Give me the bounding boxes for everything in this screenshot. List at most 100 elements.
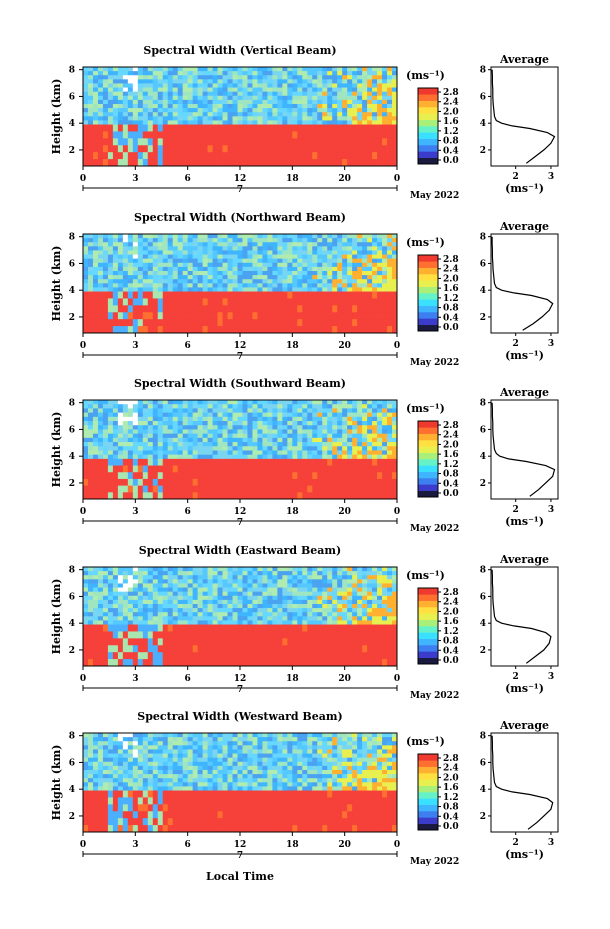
profile-title: Average bbox=[499, 386, 549, 399]
colorbar-tick-label: 0.0 bbox=[443, 323, 459, 333]
colorbar-swatch bbox=[418, 607, 438, 614]
profile-x-tick-label: 3 bbox=[548, 339, 554, 349]
profile-y-tick-label: 6 bbox=[480, 92, 486, 102]
x-tick-label: 18 bbox=[286, 840, 299, 850]
colorbar-tick-label: 2.0 bbox=[443, 274, 459, 284]
y-tick-label: 4 bbox=[69, 119, 75, 129]
colorbar-swatch bbox=[418, 94, 438, 101]
y-tick-label: 8 bbox=[69, 233, 75, 243]
colorbar-swatch bbox=[418, 471, 438, 479]
profile-y-tick-label: 2 bbox=[480, 313, 486, 323]
profile-title: Average bbox=[499, 53, 549, 66]
day-marker-label: 7 bbox=[237, 685, 243, 695]
x-tick-label: 0 bbox=[80, 674, 86, 684]
x-tick-label: 0 bbox=[80, 507, 86, 517]
colorbar-swatch bbox=[418, 811, 438, 818]
x-tick-label: 0 bbox=[394, 674, 400, 684]
colorbar-tick-label: 1.2 bbox=[443, 793, 459, 803]
y-axis-label: Height (km) bbox=[50, 745, 63, 821]
colorbar-swatch bbox=[418, 651, 438, 658]
colorbar-swatch bbox=[418, 657, 438, 665]
profile-y-tick-label: 6 bbox=[480, 425, 486, 435]
colorbar-swatch bbox=[418, 318, 438, 325]
colorbar-swatch bbox=[418, 588, 438, 595]
profile-title: Average bbox=[499, 220, 549, 233]
x-tick-label: 18 bbox=[286, 174, 299, 184]
colorbar-swatch bbox=[418, 484, 438, 491]
colorbar-swatch bbox=[418, 119, 438, 127]
x-tick-label: 12 bbox=[234, 840, 247, 850]
colorbar-unit: (ms⁻¹) bbox=[406, 69, 445, 82]
profile-x-tick-label: 2 bbox=[513, 505, 519, 515]
colorbar-swatch bbox=[418, 261, 438, 268]
x-tick-label: 6 bbox=[185, 840, 191, 850]
colorbar-swatch bbox=[418, 817, 438, 824]
x-tick-label: 20 bbox=[338, 341, 351, 351]
colorbar-tick-label: 0.0 bbox=[443, 156, 459, 166]
x-tick-label: 0 bbox=[394, 840, 400, 850]
x-tick-label: 0 bbox=[394, 174, 400, 184]
date-label: May 2022 bbox=[410, 191, 459, 201]
x-tick-label: 6 bbox=[185, 341, 191, 351]
profile-y-tick-label: 8 bbox=[480, 566, 486, 576]
profile-x-tick-label: 3 bbox=[548, 838, 554, 848]
profile-x-label: (ms⁻¹) bbox=[505, 182, 544, 195]
colorbar-swatch bbox=[418, 632, 438, 639]
y-tick-label: 6 bbox=[69, 425, 75, 435]
profile-y-tick-label: 4 bbox=[480, 452, 486, 462]
colorbar-tick-label: 1.6 bbox=[443, 117, 459, 127]
colorbar-tick-label: 2.8 bbox=[443, 88, 459, 98]
colorbar-frame bbox=[417, 587, 439, 665]
y-tick-label: 2 bbox=[69, 479, 75, 489]
colorbar-swatch bbox=[418, 465, 438, 472]
colorbar bbox=[418, 754, 438, 831]
colorbar-tick-label: 2.8 bbox=[443, 255, 459, 265]
colorbar-swatch bbox=[418, 100, 438, 108]
y-axis-label: Height (km) bbox=[50, 412, 63, 488]
colorbar-tick-label: 1.6 bbox=[443, 284, 459, 294]
colorbar-unit: (ms⁻¹) bbox=[406, 569, 445, 582]
colorbar-frame bbox=[417, 254, 439, 332]
colorbar-swatch bbox=[418, 613, 438, 620]
colorbar-tick-label: 1.2 bbox=[443, 627, 459, 637]
colorbar-tick-label: 0.0 bbox=[443, 489, 459, 499]
profile-x-tick-label: 3 bbox=[548, 505, 554, 515]
x-tick-label: 3 bbox=[132, 174, 138, 184]
colorbar-swatch bbox=[418, 619, 438, 627]
colorbar-swatch bbox=[418, 792, 438, 799]
colorbar-swatch bbox=[418, 145, 438, 152]
colorbar-swatch bbox=[418, 433, 438, 441]
y-tick-label: 2 bbox=[69, 146, 75, 156]
colorbar-swatch bbox=[418, 107, 438, 114]
colorbar-swatch bbox=[418, 427, 438, 434]
colorbar-tick-label: 1.6 bbox=[443, 450, 459, 460]
colorbar-tick-label: 0.4 bbox=[443, 313, 459, 323]
colorbar-swatch bbox=[418, 446, 438, 453]
colorbar-tick-label: 0.4 bbox=[443, 646, 459, 656]
profile-frame bbox=[490, 399, 559, 500]
colorbar bbox=[418, 88, 438, 165]
x-tick-label: 0 bbox=[80, 840, 86, 850]
y-tick-label: 8 bbox=[69, 566, 75, 576]
profile-line bbox=[491, 569, 552, 664]
profile-frame bbox=[490, 66, 559, 167]
colorbar-tick-label: 2.4 bbox=[443, 431, 459, 441]
colorbar-swatch bbox=[418, 132, 438, 139]
colorbar-frame bbox=[417, 420, 439, 498]
profile-y-tick-label: 6 bbox=[480, 592, 486, 602]
y-tick-label: 2 bbox=[69, 812, 75, 822]
profile-frame bbox=[490, 732, 559, 833]
profile-frame bbox=[490, 566, 559, 667]
colorbar-swatch bbox=[418, 299, 438, 306]
y-tick-label: 6 bbox=[69, 259, 75, 269]
colorbar-swatch bbox=[418, 600, 438, 608]
profile-y-tick-label: 8 bbox=[480, 233, 486, 243]
panel-title: Spectral Width (Eastward Beam) bbox=[139, 544, 341, 557]
profile-x-tick-label: 3 bbox=[548, 172, 554, 182]
profile-title: Average bbox=[499, 553, 549, 566]
day-marker-label: 7 bbox=[237, 518, 243, 528]
x-tick-label: 18 bbox=[286, 341, 299, 351]
profile-x-label: (ms⁻¹) bbox=[505, 349, 544, 362]
colorbar-unit: (ms⁻¹) bbox=[406, 735, 445, 748]
x-tick-label: 0 bbox=[80, 174, 86, 184]
